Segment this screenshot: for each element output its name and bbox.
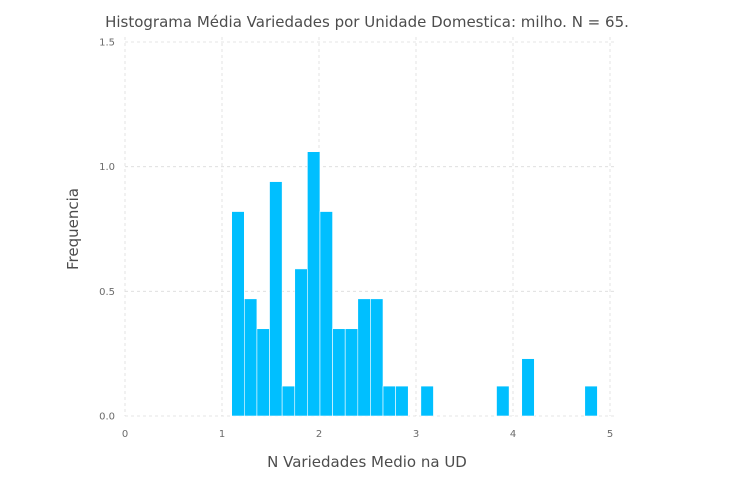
histogram-bar [307,151,321,417]
y-tick-label: 0.5 [99,287,115,298]
y-tick-label: 0.0 [99,412,115,423]
histogram-bar [496,385,510,417]
histogram-bar [319,211,333,417]
chart-title: Histograma Média Variedades por Unidade … [105,13,629,31]
histogram-bar [584,385,598,417]
histogram-bar [269,181,283,417]
x-tick-label: 4 [510,429,516,440]
histogram-bar [370,298,384,417]
x-tick-label: 3 [413,429,419,440]
histogram-bar [244,298,258,417]
histogram-bar [382,385,396,417]
x-axis-label: N Variedades Medio na UD [267,453,467,471]
histogram-bar [281,385,296,417]
histogram-bar [294,268,308,417]
y-axis-label: Frequencia [64,188,82,270]
x-tick-label: 1 [219,429,225,440]
x-tick-label: 5 [607,429,613,440]
histogram-bar [357,298,371,417]
x-tick-label: 2 [316,429,322,440]
y-tick-label: 1.5 [99,38,115,49]
histogram-bars [231,151,598,417]
histogram-bar [231,211,245,417]
histogram-bar [395,385,409,417]
histogram-bar [521,358,535,417]
histogram-bar [420,385,434,417]
y-tick-label: 1.0 [99,162,115,173]
y-tick-labels: 0.0 0.5 1.0 1.5 [99,38,115,423]
histogram-bar [344,328,359,417]
histogram-bar [332,328,346,417]
x-tick-label: 0 [122,429,128,440]
x-tick-labels: 0 1 2 3 4 5 [122,429,613,440]
histogram-bar [256,328,270,417]
